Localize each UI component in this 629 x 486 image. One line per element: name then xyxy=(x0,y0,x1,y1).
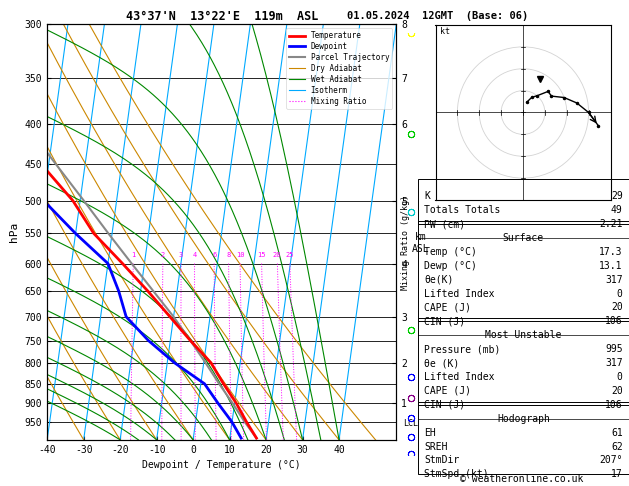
Text: CAPE (J): CAPE (J) xyxy=(424,302,471,312)
Text: θe (K): θe (K) xyxy=(424,358,459,368)
Text: Totals Totals: Totals Totals xyxy=(424,205,501,215)
Text: 20: 20 xyxy=(611,386,623,396)
Text: 10: 10 xyxy=(236,252,244,258)
Text: 15: 15 xyxy=(257,252,265,258)
Text: Hodograph: Hodograph xyxy=(497,414,550,424)
Text: CIN (J): CIN (J) xyxy=(424,400,465,410)
Text: Lifted Index: Lifted Index xyxy=(424,372,494,382)
Text: 17: 17 xyxy=(611,469,623,479)
Text: 995: 995 xyxy=(605,344,623,354)
Text: 25: 25 xyxy=(286,252,294,258)
X-axis label: Dewpoint / Temperature (°C): Dewpoint / Temperature (°C) xyxy=(142,460,301,470)
Text: Surface: Surface xyxy=(503,233,544,243)
Text: © weatheronline.co.uk: © weatheronline.co.uk xyxy=(460,473,584,484)
Text: 106: 106 xyxy=(605,316,623,327)
Text: LCL: LCL xyxy=(403,419,418,429)
Text: Dewp (°C): Dewp (°C) xyxy=(424,261,477,271)
Text: 13.1: 13.1 xyxy=(599,261,623,271)
Text: 4: 4 xyxy=(192,252,197,258)
Title: 43°37'N  13°22'E  119m  ASL: 43°37'N 13°22'E 119m ASL xyxy=(126,10,318,23)
Text: Lifted Index: Lifted Index xyxy=(424,289,494,298)
Text: CIN (J): CIN (J) xyxy=(424,316,465,327)
Text: 20: 20 xyxy=(611,302,623,312)
Text: Mixing Ratio (g/kg): Mixing Ratio (g/kg) xyxy=(401,195,410,291)
Text: 1: 1 xyxy=(131,252,135,258)
Text: Temp (°C): Temp (°C) xyxy=(424,247,477,257)
Y-axis label: hPa: hPa xyxy=(9,222,19,242)
Legend: Temperature, Dewpoint, Parcel Trajectory, Dry Adiabat, Wet Adiabat, Isotherm, Mi: Temperature, Dewpoint, Parcel Trajectory… xyxy=(286,28,392,109)
Text: 106: 106 xyxy=(605,400,623,410)
Text: 2: 2 xyxy=(161,252,165,258)
Text: 49: 49 xyxy=(611,205,623,215)
Text: StmDir: StmDir xyxy=(424,455,459,466)
Text: 17.3: 17.3 xyxy=(599,247,623,257)
Text: 29: 29 xyxy=(611,191,623,201)
Text: 0: 0 xyxy=(617,372,623,382)
Text: SREH: SREH xyxy=(424,441,447,451)
Text: 207°: 207° xyxy=(599,455,623,466)
Text: 2.21: 2.21 xyxy=(599,219,623,229)
Text: 8: 8 xyxy=(226,252,231,258)
Text: 01.05.2024  12GMT  (Base: 06): 01.05.2024 12GMT (Base: 06) xyxy=(347,11,528,21)
Text: PW (cm): PW (cm) xyxy=(424,219,465,229)
Text: 0: 0 xyxy=(617,289,623,298)
Text: 20: 20 xyxy=(273,252,281,258)
Text: 6: 6 xyxy=(212,252,216,258)
Text: kt: kt xyxy=(440,27,450,36)
Y-axis label: km
ASL: km ASL xyxy=(412,232,430,254)
Text: 317: 317 xyxy=(605,358,623,368)
Text: θe(K): θe(K) xyxy=(424,275,454,285)
Text: 62: 62 xyxy=(611,441,623,451)
Text: K: K xyxy=(424,191,430,201)
Text: Most Unstable: Most Unstable xyxy=(485,330,562,340)
Text: StmSpd (kt): StmSpd (kt) xyxy=(424,469,489,479)
Text: 61: 61 xyxy=(611,428,623,437)
Text: CAPE (J): CAPE (J) xyxy=(424,386,471,396)
Text: Pressure (mb): Pressure (mb) xyxy=(424,344,501,354)
Text: 3: 3 xyxy=(179,252,183,258)
Text: 317: 317 xyxy=(605,275,623,285)
Text: EH: EH xyxy=(424,428,436,437)
